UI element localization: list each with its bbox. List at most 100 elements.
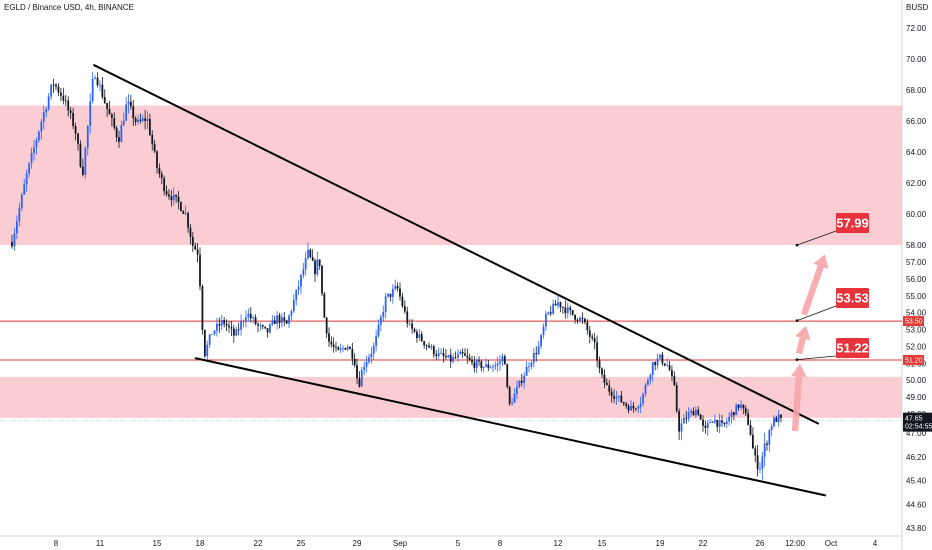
candle-body (276, 315, 279, 324)
candle-body (516, 387, 518, 394)
candle (501, 353, 504, 366)
candle-body (158, 167, 161, 174)
candle (103, 89, 106, 104)
candle (271, 315, 274, 326)
candle-body (647, 379, 649, 385)
candle-body (146, 118, 149, 121)
candle (264, 326, 267, 330)
candle (485, 358, 487, 368)
candle (99, 80, 101, 92)
candle (596, 335, 599, 368)
candle (158, 163, 161, 178)
candle (295, 289, 298, 306)
candle-body (213, 330, 216, 335)
candle-body (62, 95, 65, 101)
candle (62, 87, 65, 105)
candle (432, 344, 435, 358)
candle (15, 215, 18, 240)
candle (632, 401, 635, 413)
candle (661, 351, 664, 366)
candle-body (45, 109, 48, 113)
candle (129, 95, 132, 110)
candle-body (430, 346, 433, 348)
candle-body (661, 354, 664, 364)
candle (332, 337, 335, 353)
candle-body (189, 227, 192, 237)
candle-body (196, 249, 199, 255)
candle (125, 96, 128, 122)
candle-body (42, 112, 45, 122)
candle (309, 248, 312, 259)
candle-body (520, 380, 523, 383)
candle (292, 293, 295, 314)
candle-body (634, 408, 637, 410)
candle-body (254, 317, 257, 324)
candle (489, 365, 492, 369)
candle-body (283, 317, 286, 321)
candle (297, 280, 300, 296)
candle-body (323, 293, 326, 318)
candle (668, 360, 671, 372)
candle-body (230, 327, 233, 329)
candle (740, 400, 742, 411)
trendlines[interactable] (93, 64, 827, 497)
candle (545, 310, 547, 331)
candle (81, 158, 84, 177)
candle-body (235, 329, 238, 336)
candle-body (747, 413, 750, 425)
candle-body (223, 319, 226, 324)
candle-body (518, 380, 521, 388)
candle-body (50, 84, 53, 97)
candle (57, 83, 60, 97)
candle (547, 311, 550, 316)
time-tick-label: 22 (254, 539, 263, 548)
candle (118, 130, 120, 148)
candle-body (571, 309, 574, 315)
candle (311, 249, 314, 262)
candle-body (74, 126, 77, 134)
candle-body (252, 317, 255, 319)
candle (610, 387, 613, 403)
time-tick-label: 12 (554, 539, 563, 548)
candle-body (413, 328, 416, 332)
candle (191, 231, 194, 253)
candle-body (523, 375, 526, 383)
candle-body (411, 323, 413, 329)
target-arrow-1 (791, 363, 807, 432)
candle-body (457, 354, 459, 358)
candle-body (353, 358, 356, 366)
candle (442, 347, 445, 363)
candle-body (339, 348, 342, 350)
candle-body (601, 368, 603, 375)
candle-body (316, 259, 319, 275)
candle (709, 419, 712, 424)
candle-body (770, 426, 773, 431)
candle (564, 300, 567, 319)
candle-body (480, 361, 483, 369)
candle-body (220, 319, 223, 326)
candle (535, 346, 538, 362)
candle (28, 162, 31, 178)
candle-body (656, 358, 659, 366)
candle-body (122, 120, 125, 126)
candle (84, 146, 87, 179)
candle (344, 347, 347, 351)
candle (91, 72, 94, 104)
candle (266, 328, 269, 338)
candle (518, 380, 521, 389)
candle-body (59, 92, 62, 96)
candle (370, 347, 373, 364)
candle-body (351, 348, 354, 359)
price-targets[interactable]: 57.99 53.53 51.22 (791, 213, 869, 432)
candle-body (659, 354, 661, 359)
candle (685, 411, 688, 424)
candle (591, 333, 594, 341)
candle-body (127, 101, 130, 105)
candle-body (494, 365, 497, 367)
candle-body (576, 319, 579, 321)
candle (52, 78, 55, 93)
candle-body (175, 194, 178, 197)
currency-label: BUSD (906, 3, 928, 12)
candle-body (428, 345, 430, 348)
